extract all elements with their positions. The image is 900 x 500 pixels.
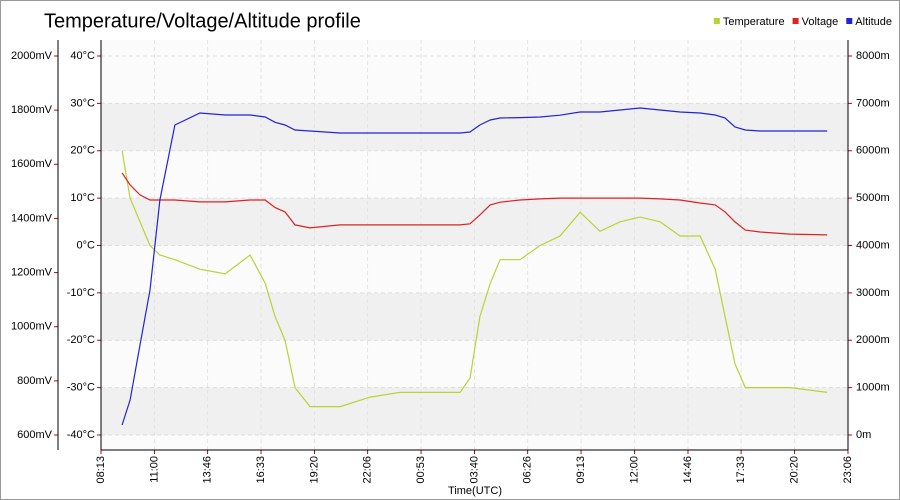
x-tick-label: 06:26: [522, 456, 534, 484]
x-tick-label: 20:20: [788, 456, 800, 484]
legend-label: Voltage: [802, 16, 839, 28]
y3-tick-label: 1800mV: [11, 104, 53, 116]
x-tick-label: 03:40: [468, 456, 480, 484]
x-tick-label: 17:33: [735, 456, 747, 484]
legend-label: Altitude: [855, 16, 892, 28]
chart-title: Temperature/Voltage/Altitude profile: [44, 10, 361, 32]
y2-tick-label: 4000m: [856, 239, 890, 251]
y2-tick-label: 8000m: [856, 50, 890, 62]
y-tick-label: -10°C: [67, 287, 95, 299]
y3-tick-label: 2000mV: [11, 50, 53, 62]
x-axis-label: Time(UTC): [448, 485, 502, 497]
series-line: [121, 172, 828, 236]
legend-swatch: [846, 18, 853, 24]
x-tick-label: 12:00: [628, 456, 640, 484]
y2-tick-label: 0m: [856, 429, 871, 441]
y2-tick-label: 5000m: [856, 192, 890, 204]
series-line: [121, 107, 828, 426]
y3-tick-label: 600mV: [17, 429, 53, 441]
y-tick-label: 40°C: [70, 50, 95, 62]
y-tick-label: -30°C: [67, 382, 95, 394]
y-tick-label: 30°C: [70, 97, 95, 109]
y3-tick-label: 800mV: [17, 375, 53, 387]
y3-tick-label: 1400mV: [11, 212, 53, 224]
x-tick-label: 22:06: [362, 456, 374, 484]
x-tick-label: 11:00: [148, 456, 160, 483]
legend-swatch: [792, 18, 799, 24]
y-tick-label: 10°C: [70, 192, 95, 204]
x-tick-label: 23:06: [842, 456, 854, 484]
y-tick-label: -40°C: [67, 429, 95, 441]
y-tick-label: -20°C: [67, 334, 95, 346]
y3-tick-label: 1200mV: [11, 266, 53, 278]
legend-label: Temperature: [723, 16, 785, 28]
y3-tick-label: 1600mV: [11, 158, 53, 170]
y2-tick-label: 6000m: [856, 145, 890, 157]
y2-tick-label: 1000m: [856, 382, 890, 394]
x-tick-label: 14:46: [682, 456, 694, 484]
y2-tick-label: 7000m: [856, 97, 890, 109]
y3-tick-label: 1000mV: [11, 321, 53, 333]
x-tick-label: 08:13: [95, 456, 107, 484]
y-tick-label: 20°C: [70, 145, 95, 157]
series-line: [121, 150, 828, 408]
x-tick-label: 13:46: [201, 456, 213, 484]
legend-swatch: [713, 18, 720, 24]
y-tick-label: 0°C: [77, 239, 96, 251]
x-tick-label: 19:20: [308, 456, 320, 484]
x-tick-label: 00:53: [415, 456, 427, 484]
legend: Temperature Voltage Altitude: [713, 16, 892, 28]
x-tick-label: 09:13: [575, 456, 587, 484]
y2-tick-label: 3000m: [856, 287, 890, 299]
y2-tick-label: 2000m: [856, 334, 890, 346]
x-tick-label: 16:33: [255, 456, 267, 484]
